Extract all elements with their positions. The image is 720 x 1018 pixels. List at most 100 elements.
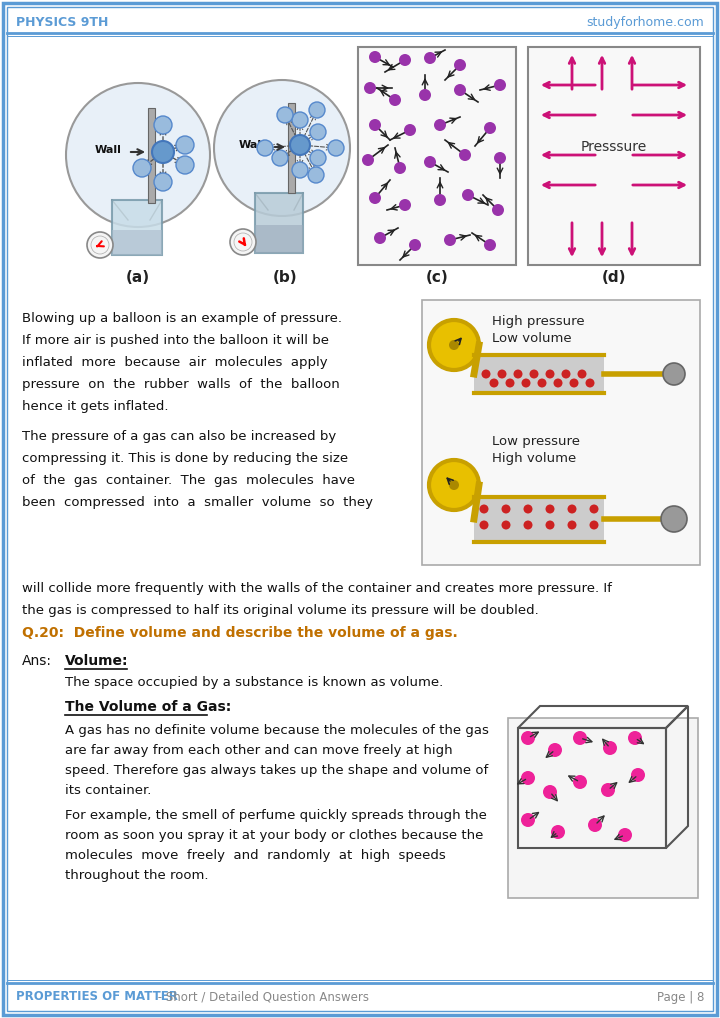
Circle shape: [601, 783, 615, 797]
Circle shape: [292, 162, 308, 178]
Bar: [255, 193, 303, 253]
Text: Page | 8: Page | 8: [657, 991, 704, 1004]
Circle shape: [480, 520, 488, 529]
Circle shape: [482, 370, 490, 379]
Text: High pressure: High pressure: [492, 315, 585, 328]
Circle shape: [154, 116, 172, 134]
Circle shape: [152, 142, 174, 163]
Circle shape: [87, 232, 113, 258]
Circle shape: [444, 234, 456, 246]
Circle shape: [494, 152, 506, 164]
Circle shape: [462, 189, 474, 201]
Circle shape: [551, 825, 565, 839]
Circle shape: [484, 239, 496, 251]
Text: Q.20:  Define volume and describe the volume of a gas.: Q.20: Define volume and describe the vol…: [22, 626, 458, 640]
Circle shape: [543, 785, 557, 799]
Circle shape: [538, 379, 546, 388]
Circle shape: [661, 506, 687, 532]
Circle shape: [603, 741, 617, 755]
Circle shape: [562, 370, 570, 379]
Circle shape: [546, 370, 554, 379]
Circle shape: [66, 83, 210, 227]
Circle shape: [292, 112, 308, 128]
Circle shape: [546, 520, 554, 529]
Circle shape: [290, 135, 310, 155]
Text: If more air is pushed into the balloon it will be: If more air is pushed into the balloon i…: [22, 334, 329, 347]
Circle shape: [449, 340, 459, 350]
Circle shape: [573, 775, 587, 789]
Circle shape: [399, 199, 411, 211]
Circle shape: [364, 82, 376, 94]
Circle shape: [554, 379, 562, 388]
Bar: [518, 728, 666, 848]
Bar: [528, 47, 700, 265]
Circle shape: [663, 363, 685, 385]
Circle shape: [308, 167, 324, 183]
Circle shape: [567, 520, 577, 529]
Bar: [148, 108, 155, 203]
Bar: [474, 355, 604, 393]
Bar: [422, 300, 700, 565]
Circle shape: [577, 370, 587, 379]
Text: Wall: Wall: [238, 140, 266, 150]
Text: throughout the room.: throughout the room.: [65, 869, 209, 882]
Circle shape: [628, 731, 642, 745]
Circle shape: [529, 370, 539, 379]
Text: High volume: High volume: [492, 452, 576, 465]
Bar: [474, 497, 604, 542]
Text: hence it gets inflated.: hence it gets inflated.: [22, 400, 168, 413]
Circle shape: [498, 370, 506, 379]
Circle shape: [424, 52, 436, 64]
Circle shape: [631, 768, 645, 782]
Text: PHYSICS 9TH: PHYSICS 9TH: [16, 15, 109, 29]
Circle shape: [277, 107, 293, 123]
Bar: [508, 718, 698, 898]
Circle shape: [590, 520, 598, 529]
Circle shape: [404, 124, 416, 136]
Circle shape: [502, 520, 510, 529]
Circle shape: [573, 731, 587, 745]
Circle shape: [369, 192, 381, 204]
Circle shape: [230, 229, 256, 254]
Circle shape: [454, 59, 466, 71]
Text: Wall: Wall: [94, 145, 122, 155]
Bar: [288, 103, 295, 193]
Circle shape: [369, 51, 381, 63]
Circle shape: [257, 140, 273, 156]
Circle shape: [546, 505, 554, 513]
Bar: [358, 47, 516, 265]
Bar: [112, 230, 162, 254]
Text: will collide more frequently with the walls of the container and creates more pr: will collide more frequently with the wa…: [22, 582, 612, 595]
Text: Presssure: Presssure: [581, 140, 647, 154]
Circle shape: [310, 124, 326, 140]
Text: Volume:: Volume:: [65, 654, 128, 668]
Circle shape: [429, 320, 479, 370]
Text: its container.: its container.: [65, 784, 151, 797]
Circle shape: [484, 122, 496, 134]
Text: - Short / Detailed Question Answers: - Short / Detailed Question Answers: [154, 991, 369, 1004]
Circle shape: [459, 149, 471, 161]
Circle shape: [521, 771, 535, 785]
Text: been  compressed  into  a  smaller  volume  so  they: been compressed into a smaller volume so…: [22, 496, 373, 509]
Circle shape: [328, 140, 344, 156]
Circle shape: [494, 79, 506, 91]
Text: are far away from each other and can move freely at high: are far away from each other and can mov…: [65, 744, 453, 757]
Circle shape: [374, 232, 386, 244]
Circle shape: [399, 54, 411, 66]
Text: room as soon you spray it at your body or clothes because the: room as soon you spray it at your body o…: [65, 829, 483, 842]
Circle shape: [176, 156, 194, 174]
Circle shape: [590, 505, 598, 513]
Circle shape: [521, 813, 535, 827]
Circle shape: [154, 173, 172, 191]
Circle shape: [310, 150, 326, 166]
Text: (d): (d): [602, 271, 626, 285]
Text: of  the  gas  container.  The  gas  molecules  have: of the gas container. The gas molecules …: [22, 474, 355, 487]
Circle shape: [480, 505, 488, 513]
Bar: [112, 200, 162, 254]
Circle shape: [502, 505, 510, 513]
Text: (b): (b): [273, 271, 297, 285]
Text: PROPERTIES OF MATTER: PROPERTIES OF MATTER: [16, 991, 178, 1004]
Circle shape: [389, 94, 401, 106]
Text: Low pressure: Low pressure: [492, 435, 580, 448]
Circle shape: [570, 379, 578, 388]
